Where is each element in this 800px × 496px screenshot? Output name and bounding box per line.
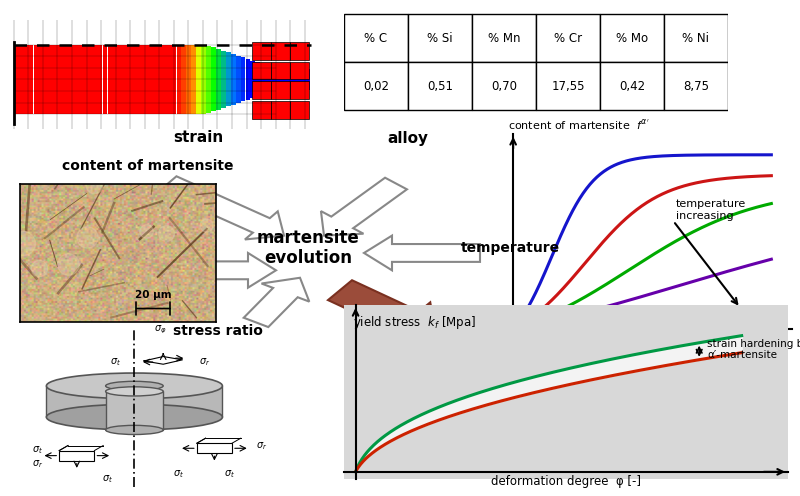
FancyBboxPatch shape: [46, 386, 222, 417]
Bar: [344, 14, 408, 62]
Bar: [408, 14, 472, 62]
Bar: [408, 62, 472, 110]
Text: % Cr: % Cr: [554, 32, 582, 45]
Text: yield stress  $k_f$ [Mpa]: yield stress $k_f$ [Mpa]: [353, 314, 476, 331]
Bar: [290, 101, 309, 119]
Polygon shape: [192, 253, 276, 288]
Bar: [664, 62, 728, 110]
Text: strain hardening by
α′-martensite: strain hardening by α′-martensite: [707, 339, 800, 360]
Text: $\sigma_r$: $\sigma_r$: [256, 440, 267, 452]
Bar: [59, 450, 94, 461]
Text: temperature
increasing: temperature increasing: [676, 199, 746, 221]
Ellipse shape: [106, 426, 163, 434]
Polygon shape: [321, 178, 407, 236]
Polygon shape: [244, 278, 310, 327]
Ellipse shape: [46, 404, 222, 430]
Text: $\sigma_r$: $\sigma_r$: [32, 459, 43, 470]
Text: $\sigma_t$: $\sigma_t$: [173, 468, 184, 480]
Ellipse shape: [106, 381, 163, 390]
Bar: [664, 14, 728, 62]
X-axis label: deformation degree  φ [-]: deformation degree φ [-]: [491, 475, 641, 488]
Ellipse shape: [106, 387, 163, 396]
Bar: [290, 62, 309, 79]
Bar: [106, 391, 163, 430]
Text: 20 μm: 20 μm: [135, 290, 171, 300]
Text: stress ratio: stress ratio: [173, 324, 263, 338]
Text: 0,02: 0,02: [363, 80, 389, 93]
Text: 17,55: 17,55: [551, 80, 585, 93]
Text: martensite
evolution: martensite evolution: [257, 229, 359, 267]
Text: $\sigma_t$: $\sigma_t$: [110, 356, 121, 368]
Text: temperature: temperature: [461, 241, 559, 255]
Bar: [536, 62, 600, 110]
Bar: [271, 42, 290, 60]
Text: content of martensite  $f^{\alpha^{\prime}}$: content of martensite $f^{\alpha^{\prime…: [508, 118, 650, 132]
Bar: [472, 62, 536, 110]
Text: strain: strain: [173, 130, 223, 145]
Bar: [536, 14, 600, 62]
Polygon shape: [364, 236, 480, 270]
Text: $\sigma_\varphi$: $\sigma_\varphi$: [154, 323, 166, 336]
Text: $\sigma_t$: $\sigma_t$: [224, 468, 235, 480]
Text: $\sigma_t$: $\sigma_t$: [32, 444, 43, 456]
Bar: [271, 81, 290, 99]
Text: content of martensite: content of martensite: [62, 159, 234, 173]
Text: % Mo: % Mo: [616, 32, 648, 45]
Text: 0,51: 0,51: [427, 80, 453, 93]
Text: % Ni: % Ni: [682, 32, 710, 45]
Text: % C: % C: [365, 32, 387, 45]
Bar: [472, 14, 536, 62]
Bar: [252, 42, 270, 60]
Bar: [197, 443, 232, 453]
Ellipse shape: [46, 373, 222, 399]
Text: alloy: alloy: [387, 130, 429, 145]
Bar: [600, 14, 664, 62]
Bar: [290, 42, 309, 60]
Bar: [600, 62, 664, 110]
Bar: [271, 62, 290, 79]
Bar: [252, 62, 270, 79]
Text: 8,75: 8,75: [683, 80, 709, 93]
X-axis label: deformation degree  φ: deformation degree φ: [587, 330, 713, 340]
Polygon shape: [159, 176, 284, 240]
Text: % Mn: % Mn: [488, 32, 520, 45]
Text: $\sigma_t$: $\sigma_t$: [102, 473, 114, 485]
Text: 0,42: 0,42: [619, 80, 645, 93]
Text: % Si: % Si: [427, 32, 453, 45]
Bar: [252, 81, 270, 99]
Bar: [344, 62, 408, 110]
Text: 0,70: 0,70: [491, 80, 517, 93]
Text: $\sigma_r$: $\sigma_r$: [199, 356, 210, 368]
Bar: [290, 81, 309, 99]
Polygon shape: [328, 280, 436, 340]
Bar: [271, 101, 290, 119]
Bar: [252, 101, 270, 119]
